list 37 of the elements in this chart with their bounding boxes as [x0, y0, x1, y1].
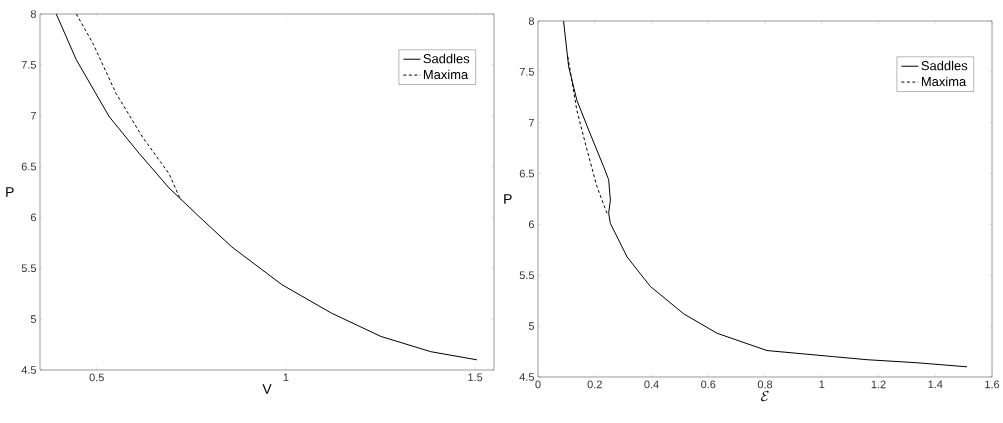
y-tick-label: 6: [30, 213, 36, 222]
x-tick-label: 1.5: [468, 373, 483, 382]
y-tick-label: 7: [528, 118, 534, 127]
legend-label: Maxima: [921, 76, 967, 87]
x-tick-label: 1.4: [928, 380, 943, 389]
y-tick-label: 6: [528, 220, 535, 229]
x-tick-label: 1.6: [985, 380, 1000, 389]
y-tick-label: 5: [528, 322, 535, 330]
y-tick-label: 4.5: [21, 366, 37, 374]
y-tick-label: 5.5: [21, 264, 37, 273]
x-axis-title: $\mathcal{E}$: [760, 390, 769, 402]
legend-label: Saddles: [423, 53, 470, 64]
x-tick-label: 0.5: [89, 373, 104, 382]
x-axis-title: V: [262, 384, 272, 394]
x-tick-label: 1.2: [871, 380, 886, 389]
y-axis-title: P: [6, 187, 14, 197]
y-tick-label: 5.5: [519, 271, 535, 280]
x-tick-label: 0.2: [587, 380, 602, 389]
y-tick-label: 6.5: [21, 162, 37, 171]
y-tick-label: 7: [30, 111, 36, 120]
x-tick-label: 0: [535, 380, 541, 389]
y-tick-label: 6.5: [519, 169, 535, 178]
x-tick-label: 1: [283, 373, 289, 382]
y-tick-label: 4.5: [519, 373, 535, 381]
y-axis-title: P: [504, 194, 512, 204]
y-tick-label: 8: [30, 10, 36, 18]
y-tick-label: 5: [30, 315, 37, 323]
x-tick-label: 0.8: [757, 380, 773, 389]
y-tick-label: 8: [528, 17, 535, 25]
y-tick-label: 7.5: [21, 61, 37, 69]
x-tick-label: 0.4: [644, 380, 659, 389]
x-tick-label: 1: [819, 380, 825, 389]
line-series: [567, 56, 608, 214]
legend-label: Saddles: [921, 60, 968, 71]
x-tick-label: 0.6: [701, 380, 716, 389]
legend-label: Maxima: [423, 69, 469, 80]
y-tick-label: 7.5: [519, 68, 535, 76]
